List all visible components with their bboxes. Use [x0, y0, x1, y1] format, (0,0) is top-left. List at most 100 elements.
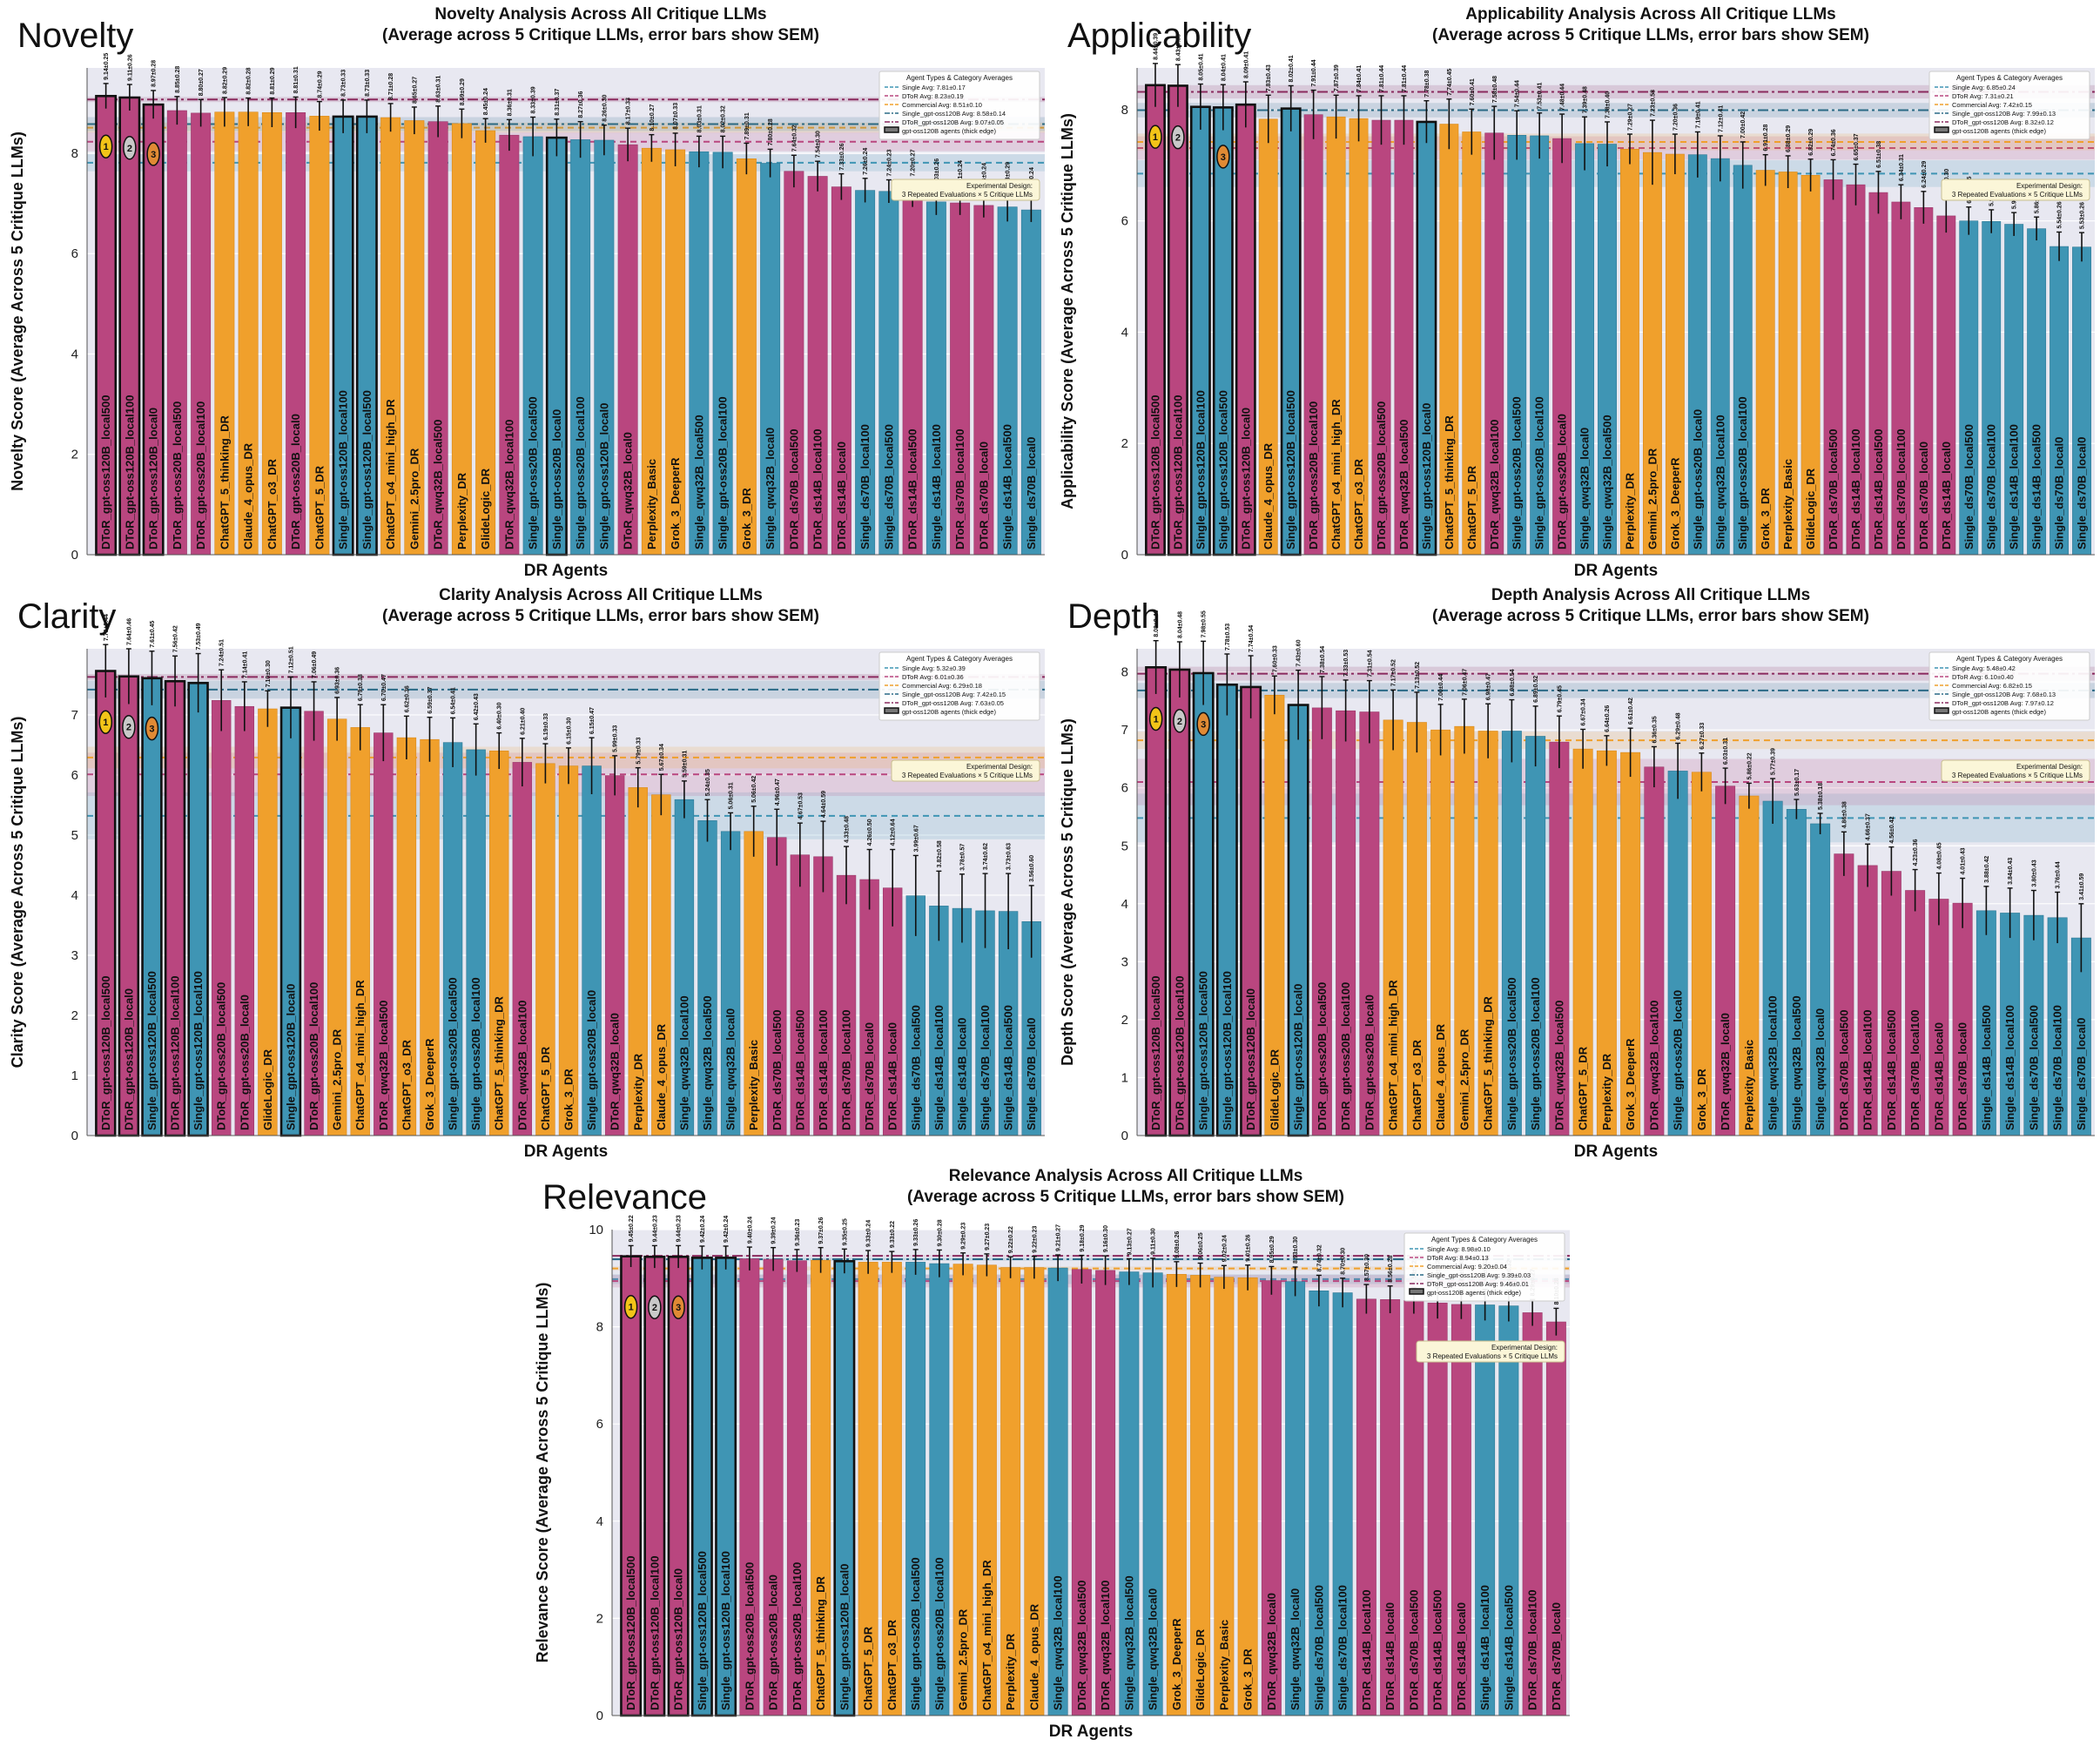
data-label: 3.80±0.43: [2031, 860, 2037, 886]
clarity-panel: 0 1 2 3 4 5 6 7 7.73±0.44 1 DToR_gpt-oss120B_local…: [0, 581, 1050, 1162]
legend-entry: Single_gpt-oss120B Avg: 7.99±0.13: [1952, 110, 2056, 118]
bar-category-label: Single_ds14B_local500: [1502, 1585, 1515, 1710]
data-label: 6.96±0.24: [981, 163, 987, 190]
data-label: 5.59±0.31: [682, 751, 688, 778]
rank-medal: [1148, 125, 1162, 149]
bar-category-label: GlideLogic_DR: [261, 1048, 274, 1130]
data-label: 9.27±0.23: [985, 1224, 991, 1251]
data-label: 7.74±0.54: [1249, 625, 1255, 652]
bar-category-label: DToR_gpt-oss120B_local0: [1244, 988, 1257, 1130]
legend-entry: DToR Avg: 7.31±0.21: [1952, 92, 2014, 100]
bar-category-label: DToR_ds14B_local0: [1383, 1602, 1397, 1710]
legend-title: Agent Types & Category Averages: [1431, 1236, 1538, 1244]
y-tick-label: 0: [1121, 1129, 1128, 1143]
bar-category-label: Single_gpt-oss120B_local500: [1216, 390, 1229, 549]
bar-category-label: Perplexity_DR: [1623, 472, 1636, 549]
data-label: 9.35±0.25: [842, 1218, 848, 1245]
bar-category-label: DToR_gpt-oss20B_local100: [791, 1562, 804, 1710]
data-label: 6.21±0.40: [520, 708, 526, 735]
bar-category-label: Single_gpt-oss20B_local0: [585, 990, 598, 1130]
bar-category-label: Claude_4_opus_DR: [655, 1023, 668, 1130]
bar-category-label: DToR_ds70B_local0: [1917, 442, 1930, 549]
bar-category-label: DToR_gpt-oss120B_local100: [169, 976, 182, 1131]
bar-category-label: DToR_gpt-oss120B_local500: [1149, 976, 1162, 1131]
bar-category-label: Claude_4_opus_DR: [1262, 442, 1275, 549]
bar-category-label: Single_ds70B_local100: [2051, 1005, 2064, 1130]
bar-category-label: GlideLogic_DR: [1268, 1048, 1281, 1130]
legend-box: [1403, 1232, 1565, 1302]
bar-category-label: Grok_3_DR: [1759, 488, 1772, 549]
bar-category-label: Grok_3_DeeperR: [423, 1038, 436, 1130]
data-label: 8.10±0.27: [650, 104, 656, 131]
legend-entry: DToR_gpt-oss120B Avg: 7.63±0.05: [902, 699, 1004, 707]
legend-entry: Single_gpt-oss120B Avg: 9.39±0.03: [1427, 1271, 1531, 1279]
rank-medal: [123, 136, 137, 160]
bar-category-label: DToR_qwq32B_local500: [1552, 1001, 1565, 1130]
data-label: 6.98±0.47: [1486, 673, 1492, 700]
bar-category-label: Single_gpt-oss120B_local100: [1221, 971, 1234, 1130]
data-label: 8.74±0.29: [317, 71, 323, 98]
depth-panel: 0 1 2 3 4 5 6 7 8 8.08±0.46 1 DToR_gpt-oss120B_loca…: [1050, 581, 2100, 1162]
legend-entry: DToR_gpt-oss120B Avg: 8.32±0.12: [1952, 118, 2054, 126]
bar-category-label: DToR_qwq32B_local0: [1719, 1013, 1732, 1130]
data-label: 9.42±0.24: [724, 1216, 730, 1243]
data-label: 6.27±0.33: [1700, 723, 1706, 750]
data-label: 7.78±0.38: [1424, 70, 1430, 97]
data-label: 6.59±0.37: [427, 686, 434, 713]
bar-category-label: Grok_3_DeeperR: [1624, 1038, 1637, 1130]
y-tick-label: 6: [71, 768, 78, 783]
y-tick-label: 6: [1121, 781, 1128, 796]
data-label: 4.67±0.53: [798, 792, 804, 819]
bar-category-label: ChatGPT_o3_DR: [400, 1039, 413, 1130]
bar-category-label: DToR_gpt-oss120B_local0: [122, 988, 135, 1130]
data-label: 7.91±0.44: [1311, 59, 1317, 86]
bar-category-label: Single_gpt-oss120B_local0: [597, 403, 610, 549]
data-label: 6.89±0.52: [1533, 676, 1539, 703]
bar-category-label: Single_gpt-oss120B_local500: [696, 1551, 709, 1710]
bar-category-label: DToR_qwq32B_local500: [432, 420, 445, 549]
bar-category-label: ChatGPT_5_thinking_DR: [1482, 996, 1495, 1130]
data-label: 9.37±0.26: [818, 1217, 825, 1244]
bar-category-label: ChatGPT_o4_mini_high_DR: [1387, 980, 1400, 1130]
data-label: 8.97±0.28: [151, 60, 158, 87]
bar-category-label: ChatGPT_o4_mini_high_DR: [353, 980, 367, 1130]
data-label: 8.33±0.39: [531, 86, 537, 113]
bar-category-label: Single_gpt-oss20B_local500: [1511, 396, 1524, 549]
data-label: 9.39±0.24: [771, 1217, 777, 1244]
data-label: 4.33±0.48: [845, 816, 851, 843]
data-label: 9.22±0.23: [1032, 1225, 1038, 1252]
data-label: 6.98±0.54: [1510, 669, 1516, 696]
average-band: [87, 680, 1045, 699]
depth-chart: 0 1 2 3 4 5 6 7 8 8.08±0.46 1 DToR_gpt-oss120B_loca…: [1059, 586, 2095, 1161]
bar-category-label: DToR_qwq32B_local0: [609, 1013, 622, 1130]
data-label: 6.29±0.48: [1676, 712, 1682, 739]
experimental-design-box: [1941, 759, 2090, 782]
y-tick-label: 6: [596, 1417, 603, 1432]
experimental-design-box: [891, 759, 1040, 782]
data-label: 7.61±0.45: [150, 621, 156, 648]
bar-category-label: Single_gpt-oss120B_local500: [1197, 971, 1210, 1130]
bar-category-label: DToR_qwq32B_local500: [1397, 420, 1410, 549]
bar-category-label: ChatGPT_5_DR: [1577, 1046, 1590, 1130]
bar-category-label: Perplexity_Basic: [645, 459, 658, 549]
data-label: 8.43±0.38: [1175, 34, 1181, 61]
bar-category-label: Claude_4_opus_DR: [1027, 1603, 1040, 1710]
legend-entry: DToR Avg: 6.10±0.40: [1952, 673, 2014, 681]
novelty-chart: 0 2 4 6 8 9.14±0.25 1 DToR_gpt-oss120B_local500…: [9, 5, 1045, 580]
y-tick-label: 5: [71, 828, 78, 843]
data-label: 6.74±0.36: [1831, 129, 1837, 156]
legend-entry: Commercial Avg: 9.20±0.04: [1427, 1263, 1507, 1271]
data-label: 7.23±0.58: [1650, 90, 1656, 117]
experimental-design-box: [891, 179, 1040, 201]
bar-category-label: DToR_gpt-oss20B_local100: [1307, 401, 1320, 549]
data-label: 7.00±0.42: [1740, 111, 1747, 138]
data-label: 7.64±0.32: [791, 125, 798, 152]
data-label: 7.98±0.55: [1201, 610, 1208, 637]
bar-category-label: Claude_4_opus_DR: [1434, 1023, 1447, 1130]
data-label: 7.73±0.44: [104, 614, 110, 641]
y-tick-label: 2: [71, 1008, 78, 1023]
data-label: 6.61±0.42: [1628, 698, 1634, 725]
bar-category-label: DToR_gpt-oss120B_local0: [147, 408, 160, 549]
bar-category-label: DToR_gpt-oss120B_local100: [1171, 395, 1184, 550]
bar-category-label: Single_ds70B_local0: [1025, 1018, 1038, 1130]
